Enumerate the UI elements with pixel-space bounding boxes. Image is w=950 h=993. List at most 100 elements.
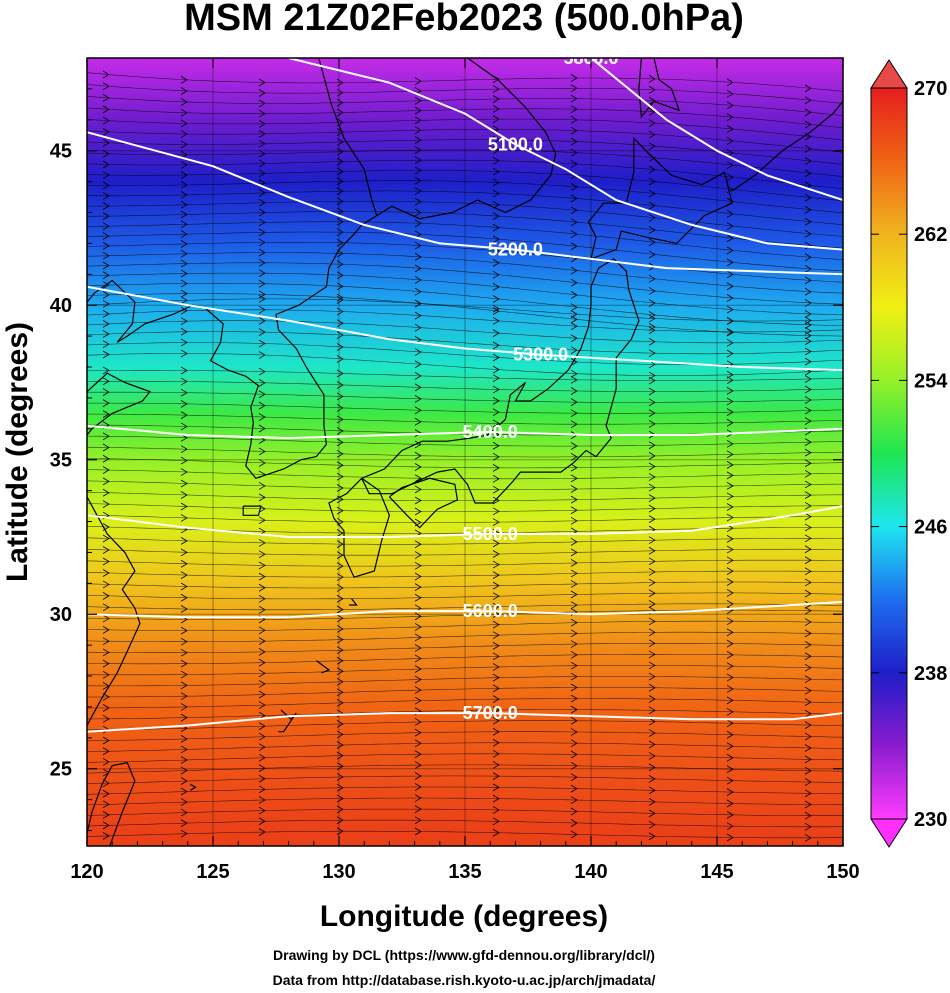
streamline bbox=[87, 786, 843, 795]
wind-arrow bbox=[570, 474, 578, 483]
wind-arrow bbox=[258, 89, 266, 97]
wind-arrow bbox=[804, 567, 812, 576]
colorbar-label: 238 bbox=[914, 663, 947, 685]
wind-arrow bbox=[258, 305, 266, 314]
coastline bbox=[87, 58, 378, 480]
wind-arrow bbox=[492, 727, 500, 736]
wind-arrow bbox=[180, 249, 188, 258]
wind-arrow bbox=[492, 441, 500, 450]
wind-arrow bbox=[414, 750, 422, 759]
wind-arrow bbox=[648, 589, 656, 598]
streamline bbox=[87, 159, 843, 190]
wind-arrow bbox=[492, 304, 500, 313]
wind-arrow bbox=[726, 439, 734, 448]
wind-arrow bbox=[336, 762, 344, 771]
wind-arrow bbox=[102, 212, 110, 220]
wind-arrow bbox=[258, 605, 266, 614]
wind-arrow bbox=[336, 646, 344, 655]
wind-arrow bbox=[492, 539, 500, 548]
streamline bbox=[87, 775, 843, 784]
wind-arrow bbox=[804, 589, 812, 598]
wind-arrow bbox=[492, 749, 500, 758]
wind-arrow bbox=[570, 661, 578, 670]
wind-arrow bbox=[336, 827, 344, 836]
wind-arrow bbox=[102, 191, 110, 200]
wind-arrow bbox=[492, 652, 500, 661]
wind-arrow bbox=[804, 193, 812, 202]
wind-arrow bbox=[102, 443, 110, 452]
wind-arrow bbox=[648, 763, 656, 772]
streamline bbox=[87, 96, 843, 116]
wind-arrow bbox=[414, 299, 422, 308]
wind-arrow bbox=[102, 377, 110, 386]
wind-arrow bbox=[258, 258, 266, 267]
wind-arrow bbox=[414, 633, 422, 642]
wind-arrow bbox=[180, 210, 188, 219]
streamline bbox=[87, 548, 843, 556]
wind-arrow bbox=[180, 605, 188, 613]
wind-arrow bbox=[102, 149, 110, 158]
wind-arrow bbox=[102, 832, 110, 840]
wind-arrow bbox=[804, 396, 812, 404]
wind-arrow bbox=[648, 314, 656, 323]
wind-arrow bbox=[648, 142, 656, 150]
wind-arrow bbox=[570, 206, 578, 215]
wind-arrow bbox=[180, 735, 188, 743]
colorbar-label: 230 bbox=[914, 809, 947, 831]
wind-arrow bbox=[258, 228, 266, 237]
wind-arrow bbox=[648, 494, 656, 502]
wind-arrow bbox=[102, 466, 110, 474]
wind-arrow bbox=[102, 659, 110, 668]
wind-arrow bbox=[102, 181, 110, 190]
wind-arrow bbox=[258, 722, 266, 730]
wind-arrow bbox=[570, 398, 578, 406]
wind-arrow bbox=[102, 70, 110, 79]
wind-arrow bbox=[492, 528, 500, 537]
plot-area: 5200.05300.05400.05500.05600.05700.05800… bbox=[50, 57, 860, 883]
coastline bbox=[587, 136, 733, 260]
wind-arrow bbox=[804, 205, 812, 214]
wind-arrow bbox=[336, 605, 344, 614]
wind-arrow bbox=[570, 819, 578, 827]
wind-arrow bbox=[336, 217, 344, 226]
coastline bbox=[361, 258, 640, 504]
streamline bbox=[87, 764, 843, 774]
streamline bbox=[87, 687, 843, 698]
y-tick-label: 25 bbox=[50, 759, 72, 781]
wind-arrow bbox=[180, 766, 188, 775]
wind-arrow bbox=[648, 287, 656, 295]
wind-arrow bbox=[570, 495, 578, 504]
wind-arrow bbox=[804, 800, 812, 809]
streamline bbox=[87, 309, 843, 333]
wind-arrow bbox=[648, 323, 656, 331]
wind-arrow bbox=[180, 659, 188, 668]
wind-arrow bbox=[102, 82, 110, 91]
wind-arrow bbox=[726, 513, 734, 522]
wind-arrow bbox=[258, 367, 266, 376]
wind-arrow bbox=[414, 593, 422, 602]
wind-arrow bbox=[180, 829, 188, 838]
wind-arrow bbox=[804, 120, 812, 129]
wind-arrow bbox=[804, 744, 812, 752]
wind-arrow bbox=[492, 135, 500, 144]
wind-arrow bbox=[570, 516, 578, 525]
streamline bbox=[87, 402, 843, 414]
wind-arrow bbox=[414, 686, 422, 694]
streamline bbox=[87, 370, 843, 381]
wind-arrow bbox=[570, 590, 578, 599]
wind-arrow bbox=[726, 450, 734, 459]
wind-arrow bbox=[180, 240, 188, 248]
wind-arrow bbox=[492, 560, 500, 569]
streamline bbox=[87, 129, 843, 153]
wind-arrow bbox=[414, 176, 422, 185]
wind-arrow bbox=[102, 569, 110, 577]
wind-arrow bbox=[804, 675, 812, 684]
wind-arrow bbox=[180, 130, 188, 138]
wind-arrow bbox=[804, 545, 812, 554]
wind-arrow bbox=[570, 358, 578, 366]
coastline bbox=[731, 100, 843, 192]
wind-arrow bbox=[648, 600, 656, 608]
wind-arrow bbox=[336, 698, 344, 707]
wind-arrow bbox=[102, 637, 110, 646]
y-tick-label: 30 bbox=[50, 604, 72, 626]
